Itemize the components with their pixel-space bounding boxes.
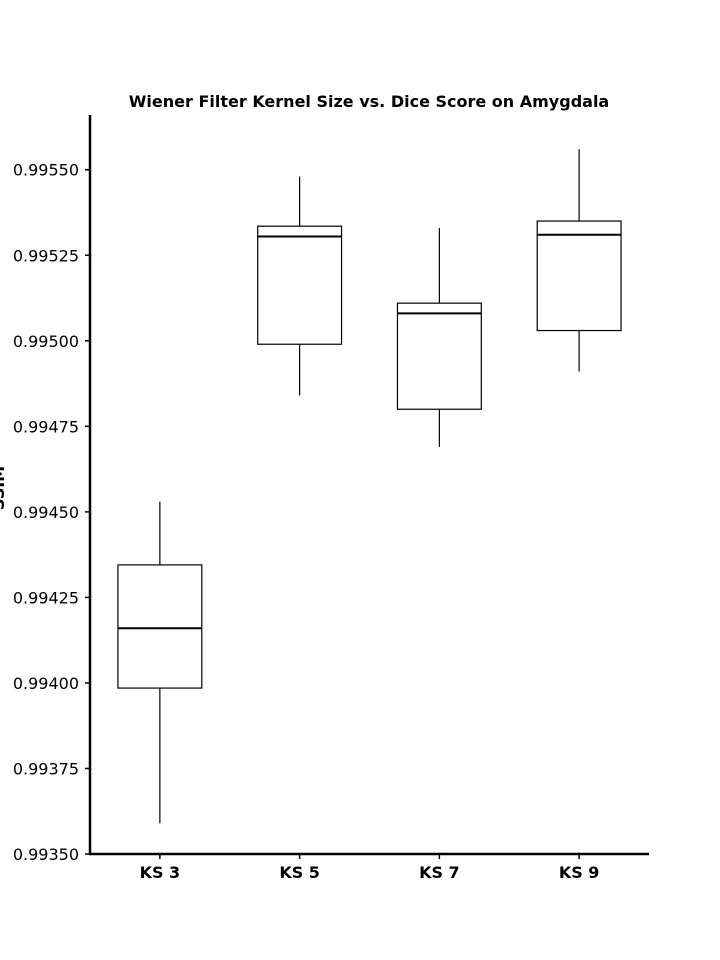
- box-series: [117, 149, 622, 824]
- iqr-box: [536, 220, 622, 332]
- box-ks-3: [117, 501, 203, 824]
- x-axis-ticks: KS 3 KS 5 KS 7 KS 9: [140, 854, 600, 882]
- box-ks-9: [536, 149, 622, 372]
- y-tick-label: 0.99375: [13, 759, 79, 778]
- y-tick-label: 0.99350: [13, 845, 79, 864]
- iqr-box: [257, 225, 343, 345]
- x-tick-label: KS 9: [559, 863, 600, 882]
- iqr-box: [396, 302, 482, 410]
- box-ks-5: [257, 176, 343, 396]
- y-tick-label: 0.99500: [13, 332, 79, 351]
- iqr-box: [117, 564, 203, 689]
- x-tick-label: KS 3: [140, 863, 181, 882]
- y-tick-label: 0.99450: [13, 503, 79, 522]
- y-tick-label: 0.99550: [13, 161, 79, 180]
- y-tick-label: 0.99475: [13, 417, 79, 436]
- chart-title: Wiener Filter Kernel Size vs. Dice Score…: [129, 92, 609, 111]
- y-tick-label: 0.99400: [13, 674, 79, 693]
- y-tick-label: 0.99525: [13, 246, 79, 265]
- y-axis-ticks: 0.99350 0.99375 0.99400 0.99425 0.99450 0.994…: [13, 161, 90, 864]
- y-axis-label: SSIM: [0, 466, 8, 510]
- box-ks-7: [396, 227, 482, 447]
- y-tick-label: 0.99425: [13, 588, 79, 607]
- x-tick-label: KS 5: [279, 863, 320, 882]
- x-tick-label: KS 7: [419, 863, 460, 882]
